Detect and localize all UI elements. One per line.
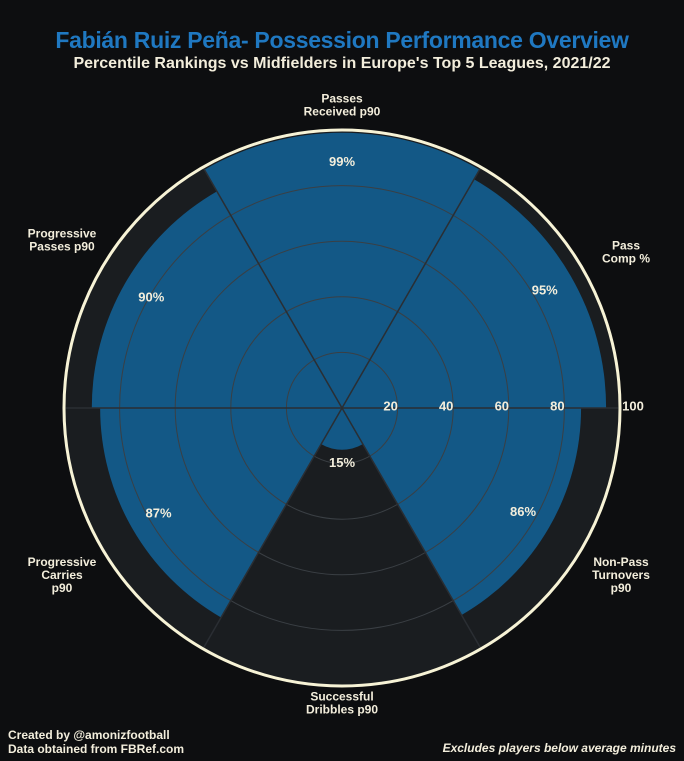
radial-tick-label: 20	[383, 398, 397, 413]
category-label-line: Non-Pass	[593, 555, 649, 569]
value-label: 87%	[146, 505, 172, 520]
bar-0	[204, 132, 480, 409]
category-label-line: Comp %	[602, 252, 650, 266]
category-label: Progressive Passes p90	[28, 227, 97, 254]
footer-note: Excludes players below average minutes	[442, 741, 676, 755]
category-label: Pass Comp %	[602, 239, 650, 266]
wedge-divider	[341, 166, 482, 409]
bar-2	[342, 408, 582, 616]
bar-4	[100, 408, 342, 618]
category-label-line: Passes	[321, 92, 363, 106]
wedge-divider	[202, 407, 343, 650]
footer-credits: Created by @amonizfootball Data obtained…	[8, 728, 184, 756]
radial-tick-label: 80	[550, 398, 564, 413]
credit-text: Created by @amonizfootball	[8, 728, 170, 742]
radial-tick-label: 40	[439, 398, 453, 413]
radial-tick-label: 60	[495, 398, 509, 413]
wedge-background	[203, 408, 481, 686]
category-label-line: Progressive	[28, 227, 97, 241]
category-label-line: Successful	[310, 690, 373, 704]
wedge-divider	[341, 407, 482, 650]
chart-title: Fabián Ruiz Peña- Possession Performance…	[55, 27, 629, 53]
category-label-line: Progressive	[28, 555, 97, 569]
category-label-line: p90	[611, 581, 632, 595]
category-label-line: Pass	[612, 239, 640, 253]
category-label: Progressive Carries p90	[28, 555, 97, 595]
wedge-divider	[202, 166, 343, 409]
outer-ring	[62, 128, 622, 688]
category-label-line: p90	[52, 581, 73, 595]
source-text: Data obtained from FBRef.com	[8, 742, 185, 756]
radial-tick-label: 100	[622, 398, 644, 413]
category-label: Passes Received p90	[304, 92, 381, 119]
bar-3	[321, 408, 363, 450]
category-label-line: Turnovers	[592, 568, 650, 582]
category-label: Non-Pass Turnovers p90	[592, 555, 650, 595]
value-label: 90%	[138, 289, 164, 304]
category-label-line: Received p90	[304, 105, 381, 119]
bar-5	[91, 191, 342, 408]
category-label-line: Carries	[41, 568, 83, 582]
value-label: 95%	[532, 282, 558, 297]
value-label: 15%	[329, 455, 355, 470]
chart-subtitle: Percentile Rankings vs Midfielders in Eu…	[73, 55, 611, 72]
category-label-line: Passes p90	[29, 240, 95, 254]
value-label: 86%	[510, 504, 536, 519]
bar-1	[342, 179, 607, 408]
category-label-line: Dribbles p90	[306, 703, 378, 717]
category-label: Successful Dribbles p90	[306, 690, 378, 717]
value-label: 99%	[329, 154, 355, 169]
